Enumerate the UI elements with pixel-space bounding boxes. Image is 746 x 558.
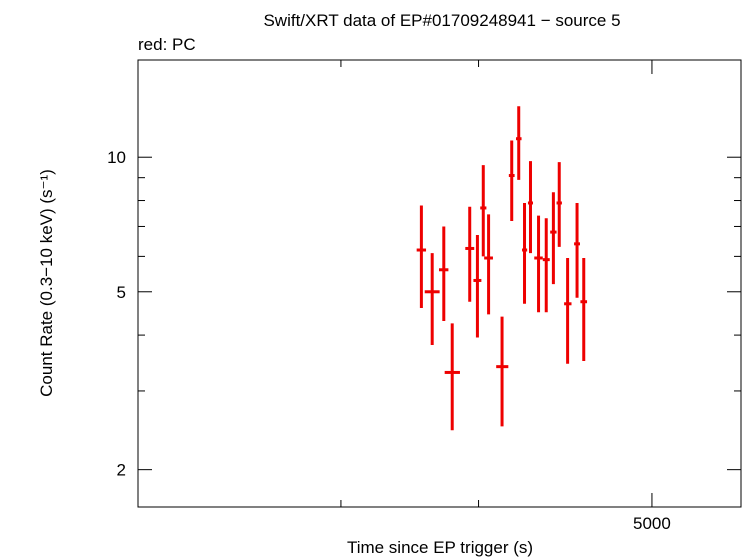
chart-subtitle: red: PC [138, 35, 196, 54]
data-point [564, 258, 572, 364]
data-point [465, 206, 475, 302]
data-point [473, 234, 482, 338]
data-point [438, 226, 449, 322]
data-point [522, 202, 528, 304]
y-tick-label: 10 [107, 148, 126, 167]
data-point [550, 192, 557, 285]
axis-tick-labels: 2 5 10 5000 [107, 148, 671, 533]
data-point [416, 205, 427, 308]
data-point [444, 323, 460, 431]
data-point [516, 106, 522, 180]
data-point [508, 140, 515, 221]
data-point [580, 258, 588, 362]
axis-ticks [138, 60, 741, 507]
data-point [496, 316, 509, 427]
data-point [574, 202, 580, 298]
data-points [416, 106, 588, 431]
chart-title: Swift/XRT data of EP#01709248941 − sourc… [263, 11, 620, 30]
data-point [480, 165, 487, 257]
data-point [556, 162, 562, 247]
data-point [527, 161, 534, 254]
data-point [484, 214, 493, 315]
data-point [542, 218, 550, 313]
x-axis-label: Time since EP trigger (s) [347, 538, 533, 557]
y-tick-label: 5 [117, 283, 126, 302]
x-tick-label: 5000 [633, 514, 671, 533]
y-tick-label: 2 [117, 461, 126, 480]
data-point [534, 215, 543, 313]
data-point [424, 253, 440, 346]
plot-frame [137, 59, 742, 508]
y-axis-label: Count Rate (0.3−10 keV) (s⁻¹) [37, 169, 56, 397]
